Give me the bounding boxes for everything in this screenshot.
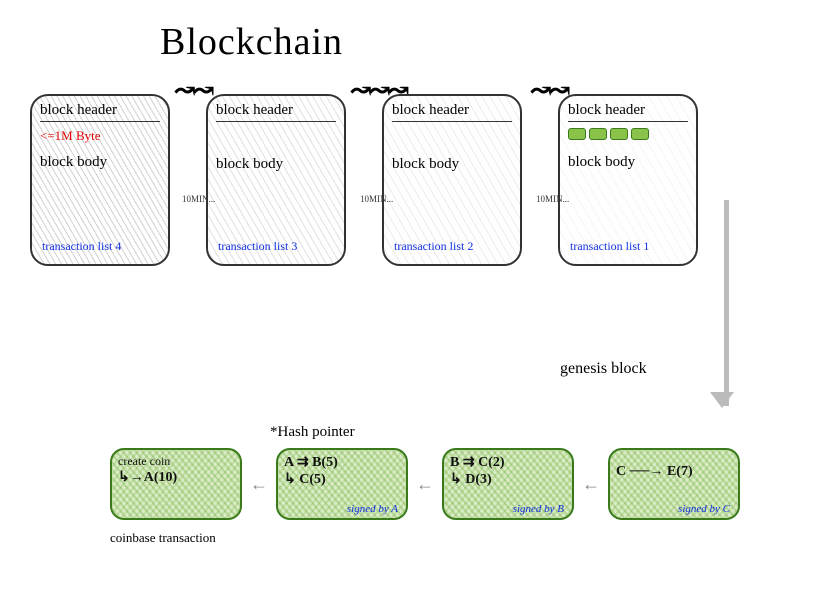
tx-line: ↳→A(10) bbox=[118, 469, 234, 486]
block-2: block header block body transaction list… bbox=[382, 94, 522, 266]
hash-pointer-arrow: ← bbox=[250, 474, 268, 495]
arrow-to-transactions bbox=[714, 200, 729, 406]
tx-list-label: transaction list 3 bbox=[218, 239, 297, 254]
hash-pointer-arrow: ← bbox=[416, 474, 434, 495]
block-genesis: block header block body transaction list… bbox=[558, 94, 698, 266]
link-curl-1: ↝↝ bbox=[174, 76, 212, 106]
tx-line: ↳ D(3) bbox=[450, 471, 566, 488]
hash-pointer-label: *Hash pointer bbox=[270, 424, 355, 441]
block-header-label: block header bbox=[392, 102, 512, 122]
tx-list-label: transaction list 1 bbox=[570, 239, 649, 254]
block-body-label: block body bbox=[392, 156, 512, 173]
block-body-label: block body bbox=[216, 156, 336, 173]
signed-by: signed by B bbox=[513, 503, 564, 515]
block-header-label: block header bbox=[568, 102, 688, 122]
signed-by: signed by A bbox=[347, 503, 398, 515]
mini-tx-badges bbox=[568, 128, 688, 140]
tx-list-label: transaction list 2 bbox=[394, 239, 473, 254]
block-4: block header <=1M Byte block body transa… bbox=[30, 94, 170, 266]
block-body-label: block body bbox=[568, 154, 688, 171]
signed-by: signed by C bbox=[678, 503, 730, 515]
tx-a: A ⇉ B(5) ↳ C(5) signed by A bbox=[276, 448, 408, 520]
transactions-row: create coin ↳→A(10) ← A ⇉ B(5) ↳ C(5) si… bbox=[110, 448, 740, 520]
tx-line: A ⇉ B(5) bbox=[284, 454, 400, 471]
genesis-label: genesis block bbox=[560, 360, 647, 378]
block-header-label: block header bbox=[216, 102, 336, 122]
tx-line: B ⇉ C(2) bbox=[450, 454, 566, 471]
block-header-label: block header bbox=[40, 102, 160, 122]
block-3: block header block body transaction list… bbox=[206, 94, 346, 266]
block-body-label: block body bbox=[40, 154, 160, 171]
tx-b: B ⇉ C(2) ↳ D(3) signed by B bbox=[442, 448, 574, 520]
block-size-note: <=1M Byte bbox=[40, 128, 160, 144]
blocks-row: ↝↝ ↝↝↝ ↝↝ 10MIN... 10MIN... 10MIN... blo… bbox=[30, 94, 812, 266]
tx-line: create coin bbox=[118, 454, 234, 469]
hash-pointer-arrow: ← bbox=[582, 474, 600, 495]
tx-c: C ──→ E(7) signed by C bbox=[608, 448, 740, 520]
coinbase-label: coinbase transaction bbox=[110, 530, 216, 546]
tx-line: ↳ C(5) bbox=[284, 471, 400, 488]
tx-list-label: transaction list 4 bbox=[42, 239, 121, 254]
tx-coinbase: create coin ↳→A(10) bbox=[110, 448, 242, 520]
tx-line: C ──→ E(7) bbox=[616, 464, 732, 480]
diagram-title: Blockchain bbox=[160, 20, 812, 64]
